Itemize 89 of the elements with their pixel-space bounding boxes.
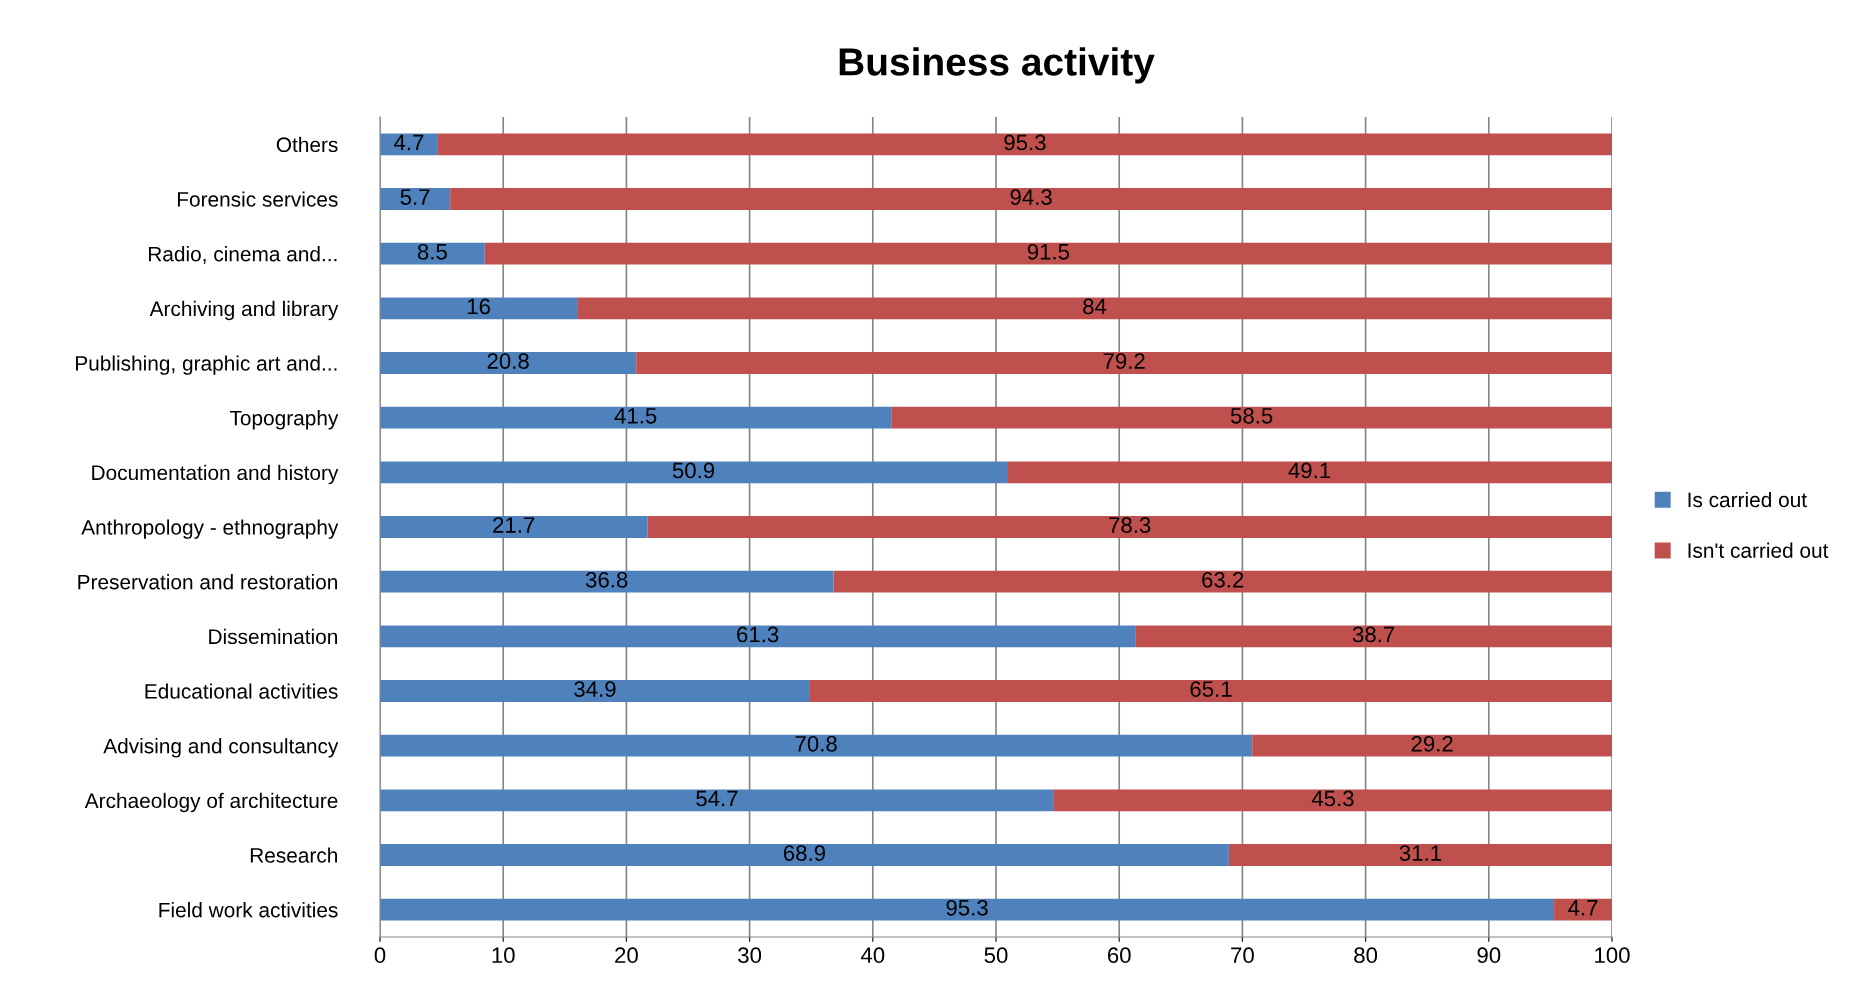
bar [380, 625, 1136, 648]
y-tick-label: Publishing, graphic art and... [76, 355, 337, 375]
data-label: 45.3 [1311, 790, 1354, 807]
data-label: 95.3 [1004, 134, 1046, 151]
bar [380, 352, 637, 374]
x-tick-label: 0 [374, 947, 386, 964]
bar [380, 406, 892, 429]
data-label: 21.7 [493, 517, 535, 533]
bar [380, 570, 834, 593]
bar [577, 297, 1612, 320]
data-label: 8.5 [417, 243, 447, 260]
bar [833, 570, 1612, 593]
y-tick-label: Anthropology - ethnography [81, 519, 339, 539]
data-label: 49.1 [1288, 462, 1331, 479]
y-tick-label: Archiving and library [149, 300, 339, 321]
y-tick-label: Dissemination [209, 628, 337, 645]
bar [380, 789, 1054, 812]
bar [380, 133, 438, 156]
bar [380, 188, 451, 210]
x-tick-label: 10 [492, 947, 515, 964]
x-tick-label: 70 [1231, 947, 1254, 964]
y-tick-label: Topography [229, 410, 339, 430]
bar [484, 242, 1612, 265]
data-label: 34.9 [574, 681, 616, 697]
y-tick-label: Advising and consultancy [103, 738, 339, 758]
x-tick-label: 20 [615, 947, 638, 964]
data-label: 70.8 [795, 735, 837, 752]
y-tick-label: Radio, cinema and... [148, 246, 337, 264]
bar [809, 680, 1612, 702]
bar [1228, 844, 1612, 866]
data-label: 95.3 [946, 899, 988, 916]
data-label: 94.3 [1010, 189, 1052, 205]
data-label: 68.9 [783, 845, 825, 861]
y-tick-label: Preservation and restoration [78, 574, 337, 590]
y-tick-label: Others [276, 136, 338, 153]
y-tick-label: Field work activities [159, 902, 338, 918]
data-label: 50.9 [672, 462, 715, 479]
data-label: 31.1 [1399, 845, 1441, 861]
bar [380, 516, 648, 538]
bar [636, 352, 1612, 374]
bar [450, 188, 1612, 210]
bar [891, 406, 1612, 429]
data-label: 5.7 [400, 189, 430, 205]
data-label: 4.7 [1568, 900, 1598, 916]
bar [380, 734, 1253, 757]
chart-title: Business activity [839, 47, 1155, 84]
bar [647, 516, 1612, 538]
data-label: 29.2 [1411, 735, 1453, 752]
data-label: 38.7 [1352, 626, 1395, 643]
x-tick-label: 90 [1477, 947, 1501, 964]
data-label: 20.8 [487, 353, 529, 369]
y-tick-label: Research [250, 847, 337, 863]
bar [380, 844, 1229, 866]
bar [380, 297, 578, 320]
data-label: 41.5 [614, 408, 657, 424]
data-label: 91.5 [1027, 243, 1070, 260]
x-tick-label: 100 [1595, 947, 1630, 964]
x-tick-label: 60 [1107, 947, 1131, 964]
legend-label: Is carried out [1688, 491, 1807, 508]
legend-label: Isn't carried out [1688, 542, 1829, 558]
bar [1007, 461, 1612, 484]
data-label: 84 [1083, 298, 1107, 315]
y-tick-label: Forensic services [177, 191, 338, 207]
y-tick-label: Educational activities [145, 683, 338, 699]
x-tick-label: 80 [1354, 947, 1378, 964]
bar [380, 898, 1555, 921]
x-tick-label: 50 [984, 947, 1008, 964]
data-label: 61.3 [737, 626, 779, 643]
data-label: 54.7 [696, 790, 738, 807]
bar [380, 680, 810, 702]
x-tick-label: 30 [738, 947, 762, 964]
data-label: 16 [467, 298, 490, 315]
y-tick-label: Archaeology of architecture [84, 792, 338, 813]
data-label: 36.8 [585, 571, 628, 588]
y-tick-label: Documentation and history [92, 464, 339, 485]
bar [380, 461, 1008, 484]
bar [1135, 625, 1612, 648]
data-label: 4.7 [394, 134, 424, 151]
data-label: 79.2 [1103, 353, 1145, 369]
bar [1252, 734, 1612, 757]
bar [1053, 789, 1612, 812]
data-label: 63.2 [1202, 571, 1244, 588]
data-label: 65.1 [1190, 681, 1232, 697]
data-label: 78.3 [1109, 517, 1151, 533]
bar [1554, 898, 1612, 921]
data-label: 58.5 [1230, 407, 1273, 424]
bar [437, 133, 1612, 156]
x-tick-label: 40 [860, 947, 885, 964]
bar [380, 242, 485, 265]
